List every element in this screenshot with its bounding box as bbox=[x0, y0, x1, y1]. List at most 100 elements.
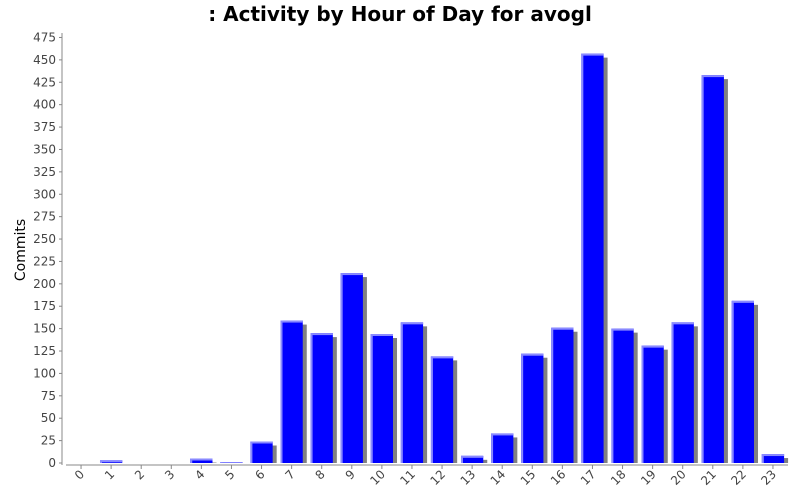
bar-top-highlight bbox=[581, 53, 604, 56]
bar-top-highlight bbox=[701, 75, 724, 78]
bar-top-highlight bbox=[491, 433, 514, 436]
bar-highlight bbox=[250, 441, 253, 463]
x-tick-label: 2 bbox=[132, 467, 147, 482]
x-tick-label: 20 bbox=[668, 467, 689, 488]
bar bbox=[581, 53, 604, 464]
bar-top-highlight bbox=[99, 460, 123, 463]
x-tick-label: 1 bbox=[102, 467, 117, 482]
bar-top-highlight bbox=[280, 320, 303, 323]
bar-top-highlight bbox=[400, 322, 424, 325]
bars bbox=[99, 53, 789, 464]
y-tick-label: 375 bbox=[33, 120, 56, 134]
bar bbox=[641, 345, 664, 463]
bar-highlight bbox=[430, 356, 433, 463]
bar-top-highlight bbox=[370, 334, 394, 336]
bar-top-highlight bbox=[220, 462, 243, 463]
bar bbox=[370, 334, 394, 463]
bar-top-highlight bbox=[521, 353, 544, 356]
y-tick-label: 475 bbox=[33, 30, 56, 44]
bar-highlight bbox=[611, 328, 614, 463]
bar-top-highlight bbox=[551, 327, 574, 330]
y-tick-label: 225 bbox=[33, 254, 56, 268]
x-tick-label: 14 bbox=[488, 467, 509, 488]
bar bbox=[671, 322, 694, 463]
x-tick-label: 3 bbox=[162, 467, 177, 482]
y-tick-label: 250 bbox=[33, 232, 56, 246]
bar bbox=[340, 273, 363, 463]
bar-highlight bbox=[310, 333, 313, 463]
bar-top-highlight bbox=[340, 273, 363, 276]
y-tick-label: 325 bbox=[33, 165, 56, 179]
bar bbox=[731, 300, 755, 463]
y-tick-label: 100 bbox=[33, 366, 56, 380]
bar bbox=[430, 356, 454, 463]
y-tick-label: 450 bbox=[33, 53, 56, 67]
bar-top-highlight bbox=[190, 458, 213, 461]
bar-highlight bbox=[581, 53, 584, 464]
y-tick-label: 175 bbox=[33, 299, 56, 313]
bar-highlight bbox=[491, 433, 494, 463]
bar-highlight bbox=[460, 455, 463, 463]
bar-highlight bbox=[340, 273, 343, 463]
bar-top-highlight bbox=[641, 345, 664, 348]
x-tick-label: 5 bbox=[222, 467, 237, 482]
bar bbox=[280, 320, 303, 463]
bar bbox=[491, 433, 514, 463]
bar-highlight bbox=[671, 322, 674, 463]
bar bbox=[611, 328, 634, 463]
bar bbox=[400, 322, 424, 463]
x-tick-label: 23 bbox=[758, 467, 779, 488]
bar-highlight bbox=[280, 320, 283, 463]
x-tick-label: 7 bbox=[282, 467, 297, 482]
bar-highlight bbox=[370, 334, 373, 463]
y-tick-label: 75 bbox=[41, 389, 56, 403]
x-tick-label: 13 bbox=[458, 467, 479, 488]
bar-highlight bbox=[400, 322, 403, 463]
bar-top-highlight bbox=[310, 333, 333, 336]
x-tick-label: 6 bbox=[252, 467, 267, 482]
bar bbox=[310, 333, 333, 463]
bar bbox=[521, 353, 544, 463]
bar bbox=[701, 75, 724, 464]
y-tick-label: 25 bbox=[41, 434, 56, 448]
bar bbox=[551, 327, 574, 463]
x-tick-label: 16 bbox=[548, 467, 569, 488]
y-axis: 0 25 50 75 100 125 150 175 200 225 250 275 300 325 350… bbox=[33, 30, 63, 470]
bar-top-highlight bbox=[731, 300, 755, 303]
x-tick-label: 9 bbox=[343, 467, 358, 482]
bar-highlight bbox=[731, 300, 734, 463]
y-tick-label: 300 bbox=[33, 187, 56, 201]
bar bbox=[761, 454, 785, 463]
x-tick-label: 0 bbox=[72, 467, 87, 482]
x-tick-label: 21 bbox=[698, 467, 719, 488]
y-axis-title: Commits bbox=[13, 219, 29, 281]
y-tick-label: 150 bbox=[33, 322, 56, 336]
y-tick-label: 125 bbox=[33, 344, 56, 358]
bar-top-highlight bbox=[611, 328, 634, 331]
y-tick-label: 200 bbox=[33, 277, 56, 291]
x-tick-label: 19 bbox=[638, 467, 659, 488]
bar-top-highlight bbox=[460, 455, 484, 458]
chart-title: : Activity by Hour of Day for avogl bbox=[208, 2, 592, 26]
x-tick-label: 4 bbox=[192, 467, 207, 482]
x-tick-label: 10 bbox=[367, 467, 388, 488]
bar bbox=[250, 441, 273, 463]
bar-highlight bbox=[641, 345, 644, 463]
bar-top-highlight bbox=[671, 322, 694, 325]
y-tick-label: 400 bbox=[33, 98, 56, 112]
y-tick-label: 0 bbox=[48, 456, 56, 470]
x-tick-label: 15 bbox=[518, 467, 539, 488]
bar-top-highlight bbox=[761, 454, 785, 457]
bar-highlight bbox=[761, 454, 764, 463]
x-axis: 0 1 2 3 4 5 6 7 8 9 10 11 12 13 14 15 16 17 18 19 20 21 22 23 bbox=[66, 464, 788, 488]
bar-top-highlight bbox=[250, 441, 273, 444]
bar-highlight bbox=[701, 75, 704, 464]
bar-highlight bbox=[551, 327, 554, 463]
x-tick-label: 17 bbox=[578, 467, 599, 488]
y-tick-label: 350 bbox=[33, 142, 56, 156]
bar-highlight bbox=[521, 353, 524, 463]
x-tick-label: 22 bbox=[728, 467, 749, 488]
bar-top-highlight bbox=[430, 356, 454, 359]
x-tick-label: 12 bbox=[427, 467, 448, 488]
